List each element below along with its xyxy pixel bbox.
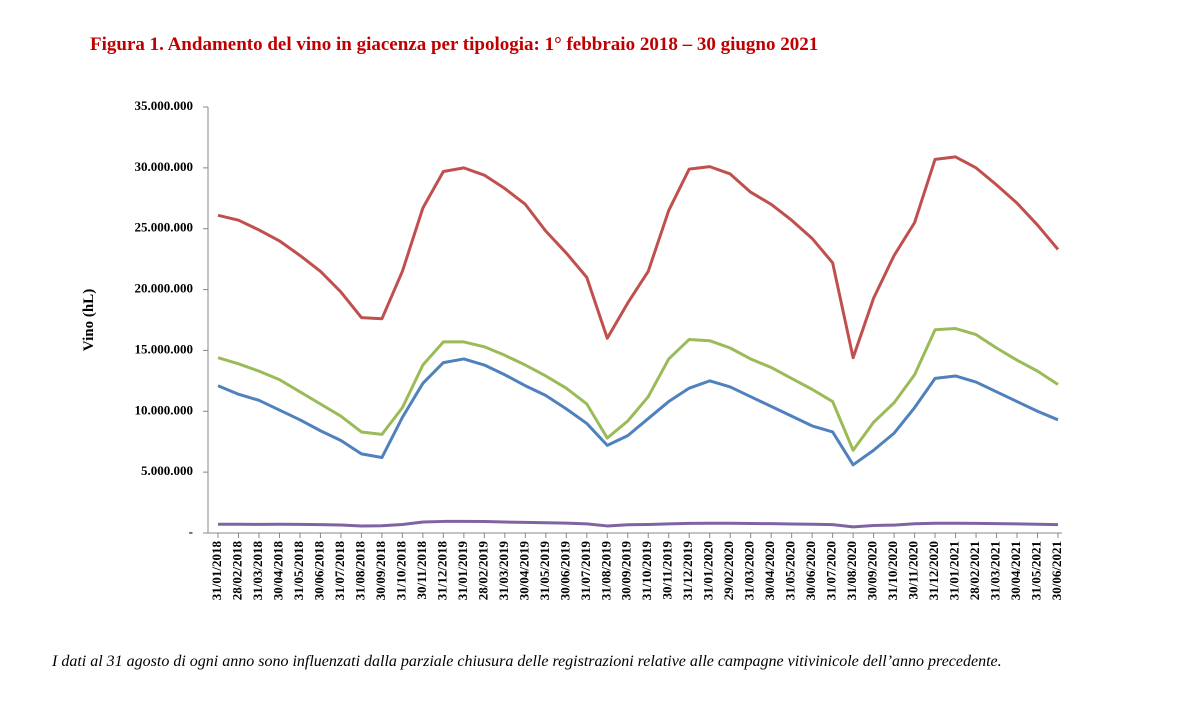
footnote: I dati al 31 agosto di ogni anno sono in… [52,653,1002,670]
x-tick-label: 31/01/2018 [209,541,224,601]
x-tick-label: 31/01/2021 [947,541,962,600]
y-tick-label: 35.000.000 [135,98,194,113]
x-tick-label: 28/02/2021 [967,541,982,600]
x-tick-label: 31/03/2018 [250,541,265,601]
x-tick-label: 30/09/2020 [865,541,880,600]
chart: Figura 1. Andamento del vino in giacenza… [81,34,1064,601]
x-tick-label: 28/02/2018 [229,541,244,601]
line-series [217,327,1059,452]
x-tick-label: 30/11/2020 [906,541,921,600]
y-axis-label: Vino (hL) [81,289,97,351]
chart-title: Figura 1. Andamento del vino in giacenza… [90,34,818,55]
x-tick-label: 30/09/2019 [619,541,634,601]
y-tick-label: 5.000.000 [141,463,193,478]
x-tick-label: 30/06/2018 [311,541,326,601]
x-tick-label: 28/02/2019 [475,541,490,601]
y-tick-label: 30.000.000 [135,159,194,174]
x-tick-label: 31/05/2020 [783,541,798,600]
y-tick-label: 25.000.000 [135,220,194,235]
x-tick-label: 31/10/2018 [393,541,408,601]
x-tick-label: 30/06/2021 [1049,541,1064,600]
line-series [217,155,1060,360]
x-tick-label: 31/05/2021 [1028,541,1043,600]
x-tick-label: 31/03/2020 [742,541,757,600]
x-tick-label: 31/12/2020 [926,541,941,600]
y-tick-label: 20.000.000 [135,281,194,296]
x-tick-label: 30/11/2019 [660,541,675,600]
x-tick-label: 31/07/2019 [578,541,593,601]
x-tick-label: 31/10/2019 [639,541,654,601]
x-tick-label: 30/06/2019 [557,541,572,601]
x-tick-label: 30/04/2020 [762,541,777,600]
x-tick-label: 31/01/2020 [701,541,716,600]
x-tick-label: 31/07/2018 [332,541,347,601]
x-tick-label: 31/08/2018 [352,541,367,601]
y-tick-label: 15.000.000 [135,341,194,356]
y-tick-label: - [189,524,193,539]
x-tick-label: 31/12/2019 [680,541,695,601]
x-tick-label: 31/08/2020 [844,541,859,600]
x-tick-label: 31/08/2019 [598,541,613,601]
x-tick-label: 31/03/2021 [988,541,1003,600]
x-tick-label: 31/07/2020 [824,541,839,600]
x-tick-label: 30/04/2021 [1008,541,1023,600]
x-tick-label: 30/06/2020 [803,541,818,600]
x-tick-label: 31/10/2020 [885,541,900,600]
x-tick-label: 31/12/2018 [434,541,449,601]
x-tick-label: 31/05/2018 [291,541,306,601]
x-tick-label: 31/01/2019 [455,541,470,601]
x-tick-label: 30/09/2018 [373,541,388,601]
y-tick-label: 10.000.000 [135,402,194,417]
x-tick-label: 29/02/2020 [721,541,736,600]
x-tick-label: 30/11/2018 [414,541,429,600]
line-series [218,519,1059,529]
line-series [217,357,1059,467]
x-tick-label: 31/03/2019 [496,541,511,601]
x-tick-label: 30/04/2019 [516,541,531,601]
x-tick-label: 31/05/2019 [537,541,552,601]
x-tick-label: 30/04/2018 [270,541,285,601]
